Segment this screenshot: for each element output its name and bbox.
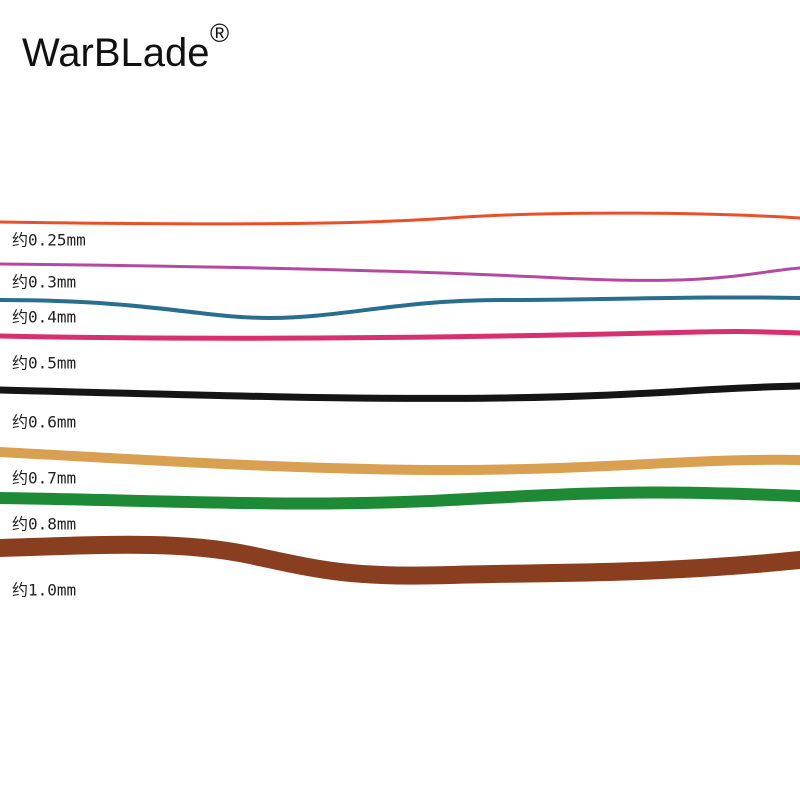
registered-mark: ® <box>210 18 229 48</box>
size-labels: 约0.25mm 约0.3mm 约0.4mm 约0.5mm 约0.6mm 约0.7mm 约0.… <box>12 231 86 600</box>
size-label: 约1.0mm <box>12 581 76 600</box>
wire <box>0 262 800 282</box>
size-label: 约0.4mm <box>12 308 76 327</box>
brand-name: WarBLade <box>22 31 210 75</box>
wire <box>0 211 800 226</box>
wire <box>0 447 800 476</box>
size-label: 约0.7mm <box>12 469 76 488</box>
wires <box>0 211 800 585</box>
wire <box>0 535 800 585</box>
size-label: 约0.25mm <box>12 231 86 250</box>
size-label: 约0.6mm <box>12 413 76 432</box>
wire <box>0 295 800 321</box>
wire <box>0 486 800 510</box>
wire <box>0 329 800 341</box>
wire <box>0 382 800 402</box>
size-label: 约0.5mm <box>12 354 76 373</box>
size-label: 约0.3mm <box>12 273 76 292</box>
size-label: 约0.8mm <box>12 515 76 534</box>
